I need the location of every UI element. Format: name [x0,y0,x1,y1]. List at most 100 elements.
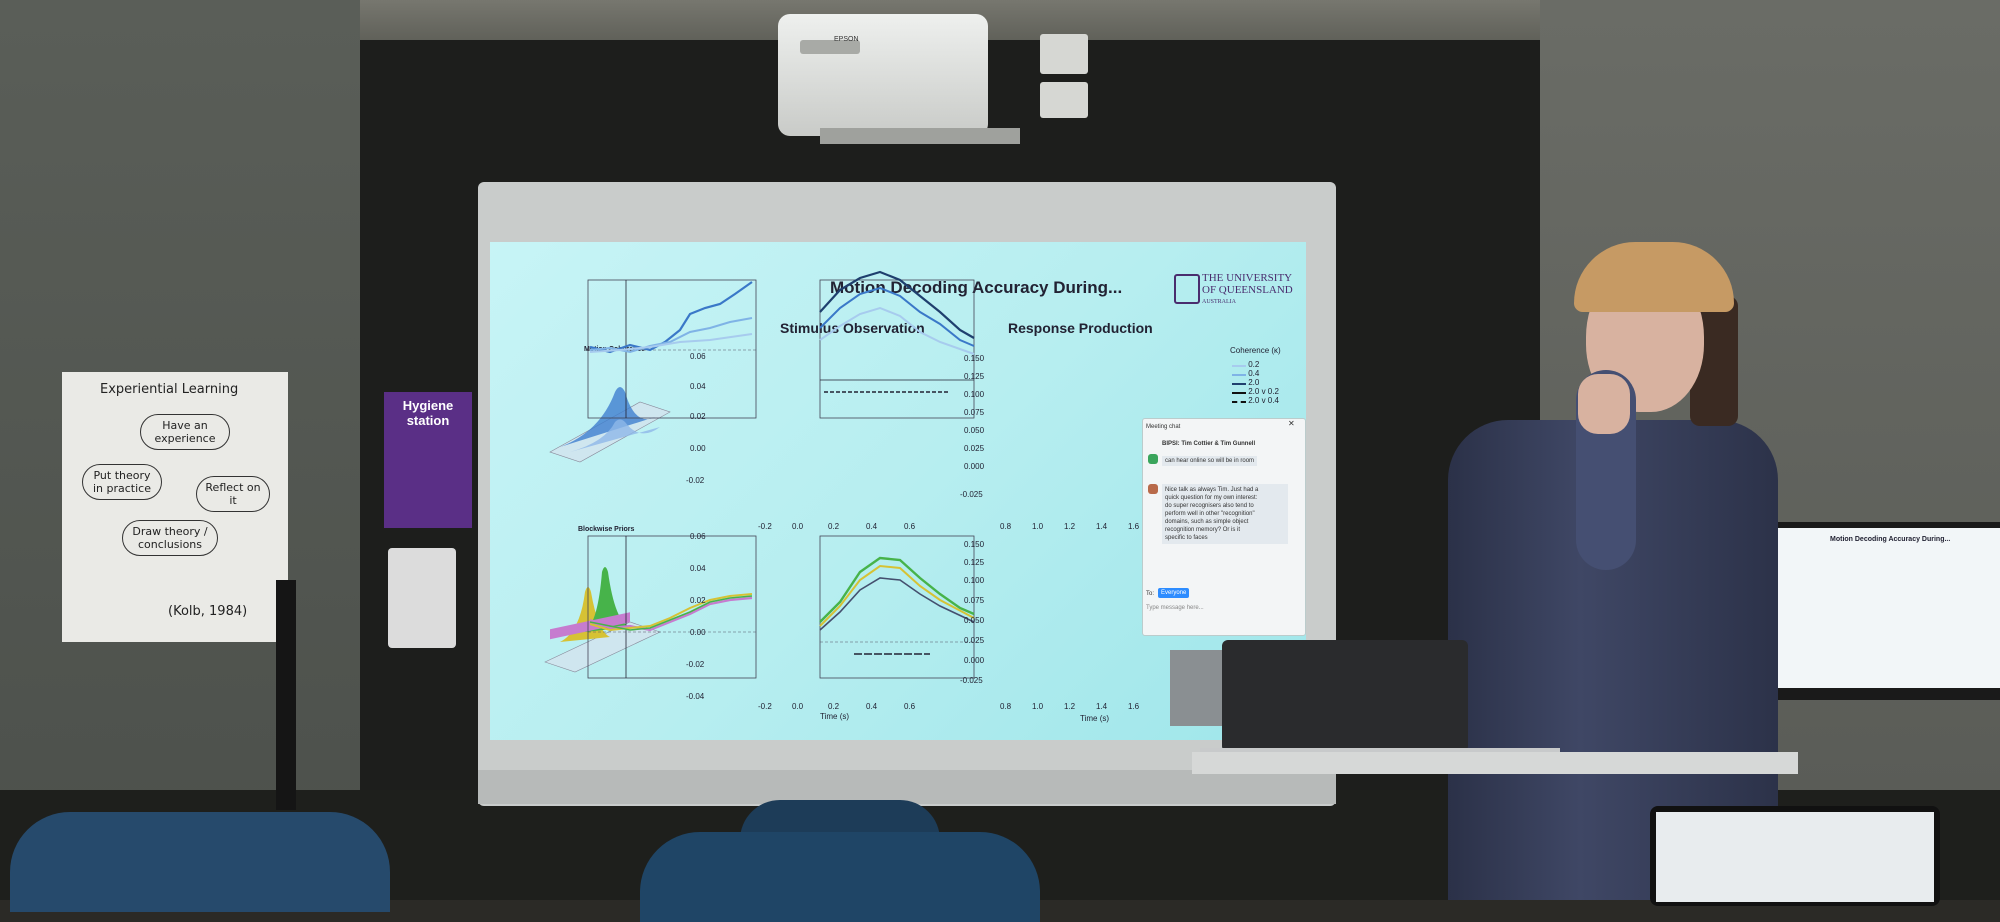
plot-response-priors [819,535,975,679]
avatar [1148,484,1158,494]
row2-label: Blockwise Priors [578,526,635,533]
xtick: 0.4 [866,702,878,711]
ytick: 0.06 [690,532,706,541]
slide-plots [544,270,975,679]
xtick: 0.2 [828,522,840,531]
ytick: 0.000 [964,656,985,665]
panel-left-title: Stimulus Observation [780,320,925,336]
avatar [1148,454,1158,464]
whiteboard-tray [478,770,1336,804]
ytick: 0.125 [964,372,985,381]
ytick: -0.04 [686,692,705,701]
ytick: 0.00 [690,628,706,637]
plot-stimulus-priors [587,535,757,679]
ytick: 0.00 [690,444,706,453]
ytick: 0.04 [690,382,706,391]
ytick: 0.075 [964,408,985,417]
ytick: -0.025 [960,490,983,499]
x-axis-label-right: Time (s) [1080,714,1110,723]
xtick: 1.4 [1096,702,1108,711]
ytick: 0.075 [964,596,985,605]
xtick: -0.2 [758,702,772,711]
xtick: 1.6 [1128,522,1140,531]
legend-entry: 2.0 [1232,378,1292,387]
ytick: 0.050 [964,616,985,625]
xtick: 0.0 [792,702,804,711]
uq-crest-icon [1174,274,1200,304]
laptop-lid [1222,640,1468,752]
xtick: 0.8 [1000,702,1012,711]
plot-stimulus-coherence [587,279,757,419]
legend-entry: 0.4 [1232,369,1292,378]
chat-message-2: Nice talk as always Tim. Just had a quic… [1162,484,1288,544]
presenter-cap [1574,242,1734,312]
close-icon[interactable]: ✕ [1288,419,1295,428]
ytick: 0.000 [964,462,985,471]
xtick: 1.0 [1032,702,1044,711]
projector [778,14,988,136]
legend-entry: 2.0 v 0.2 [1232,387,1292,396]
xtick: 0.8 [1000,522,1012,531]
chat-header: Meeting chat [1146,424,1181,430]
ytick: 0.02 [690,412,706,421]
legend-entry: 0.2 [1232,360,1292,369]
xtick: 1.6 [1128,702,1140,711]
legend-title: Coherence (κ) [1230,346,1281,355]
to-label: To: [1146,591,1155,597]
ytick: 0.050 [964,426,985,435]
coherence-distribution-3d [549,387,671,463]
xtick: 1.4 [1096,522,1108,531]
poster-citation: (Kolb, 1984) [168,604,248,619]
power-outlet [1040,34,1088,74]
university-line-2: OF QUEENSLAND [1202,284,1293,296]
projector-brand: EPSON [834,36,859,43]
xtick: 0.2 [828,702,840,711]
projector-lens [800,40,860,54]
panel-right-title: Response Production [1008,320,1153,336]
tripod [276,580,296,810]
chat-input[interactable]: Type message here... [1146,605,1204,611]
university-line-1: THE UNIVERSITY [1202,272,1293,284]
presenter-hand [1578,374,1630,434]
legend: 0.2 0.4 2.0 2.0 v 0.2 2.0 v 0.4 [1232,360,1292,405]
projector-mount [820,128,1020,144]
university-logo-text: THE UNIVERSITY OF QUEENSLAND AUSTRALIA [1202,272,1293,308]
chat-message-1: can hear online so will be in room [1162,456,1258,466]
chair [640,832,1040,922]
ytick: 0.100 [964,390,985,399]
ytick: 0.100 [964,576,985,585]
poster-step-3: Draw theory / conclusions [122,520,218,556]
poster-step-2: Reflect on it [196,476,270,512]
ytick: 0.150 [964,354,985,363]
ytick: 0.025 [964,444,985,453]
xtick: 0.0 [792,522,804,531]
xtick: 1.2 [1064,522,1076,531]
podium-desk [1192,752,1798,774]
university-line-3: AUSTRALIA [1202,299,1236,305]
wall-monitor-screen [1764,528,2000,688]
xtick: 1.0 [1032,522,1044,531]
hygiene-sign-text: Hygiene station [402,398,454,428]
xtick: 0.6 [904,522,916,531]
ytick: -0.02 [686,476,705,485]
xtick: 1.2 [1064,702,1076,711]
ytick: 0.06 [690,352,706,361]
ytick: 0.04 [690,564,706,573]
x-axis-label-left: Time (s) [820,712,850,721]
ytick: 0.02 [690,596,706,605]
poster-title: Experiential Learning [100,382,239,397]
xtick: -0.2 [758,522,772,531]
poster-step-1: Have an experience [140,414,230,450]
prior-distribution-3d [544,567,661,673]
chair [10,812,390,912]
ytick: -0.025 [960,676,983,685]
ytick: 0.025 [964,636,985,645]
recipient-dropdown[interactable]: Everyone [1158,588,1190,598]
ytick: 0.150 [964,540,985,549]
ytick: 0.125 [964,558,985,567]
sanitiser-dispenser [388,548,456,648]
legend-entry: 2.0 v 0.4 [1232,396,1292,405]
plot-response-coherence [819,270,975,419]
second-laptop-screen [1656,812,1934,902]
power-outlet-2 [1040,82,1088,118]
